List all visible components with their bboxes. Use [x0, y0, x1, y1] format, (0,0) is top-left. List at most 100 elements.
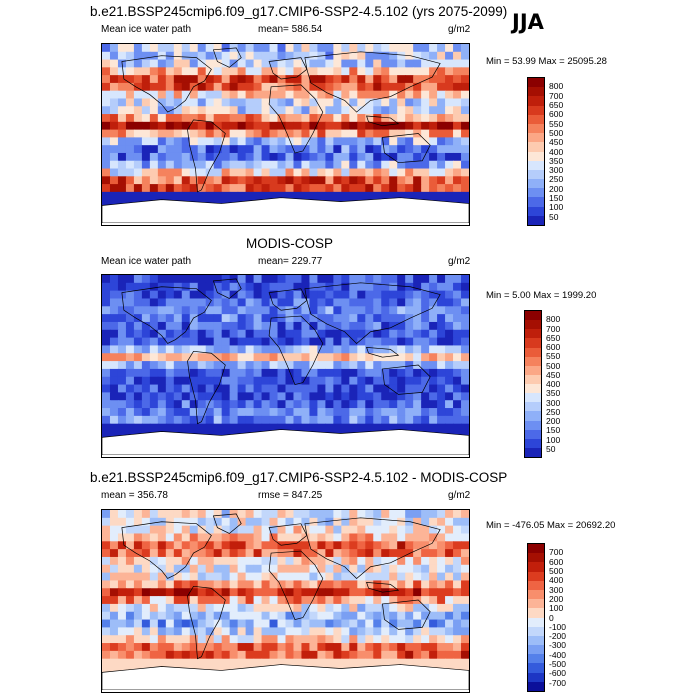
- map-grid-cell: [213, 400, 223, 409]
- map-grid-cell: [269, 306, 279, 315]
- map-grid-cell: [149, 152, 159, 162]
- map-grid-cell: [181, 596, 191, 605]
- map-grid-cell: [261, 353, 271, 362]
- map-grid-cell: [397, 619, 406, 628]
- map-grid-cell: [397, 517, 406, 527]
- map-grid-cell: [133, 67, 143, 76]
- continent-outline: [121, 286, 212, 344]
- map-grid-cell: [213, 353, 223, 362]
- map-grid-cell: [205, 176, 215, 185]
- map-grid-cell: [253, 368, 263, 378]
- map-grid-cell: [357, 376, 366, 386]
- colorbar-tick-label: 350: [549, 155, 564, 166]
- map-grid-cell: [109, 596, 119, 605]
- map-grid-cell: [277, 98, 287, 107]
- map-grid-cell: [413, 588, 422, 597]
- map-grid-cell: [333, 59, 342, 68]
- map-grid-cell: [181, 611, 191, 621]
- map-grid-cell: [453, 588, 462, 597]
- map-grid-cell: [189, 275, 199, 284]
- map-grid-cell: [141, 596, 151, 605]
- map-grid-cell: [421, 361, 430, 370]
- map-grid-cell: [413, 282, 422, 292]
- map-grid-cell: [317, 650, 326, 660]
- map-grid-cell: [229, 75, 239, 84]
- map-grid-cell: [429, 368, 438, 378]
- map-grid-cell: [309, 329, 319, 339]
- map-grid-cell: [173, 152, 183, 162]
- map-grid-cell: [397, 306, 406, 315]
- map-grid-cell: [413, 345, 422, 354]
- map-grid-cell: [349, 191, 358, 201]
- map-grid-cell: [213, 306, 223, 315]
- map-grid-cell: [373, 564, 382, 574]
- map-grid-cell: [285, 321, 295, 331]
- map-grid-cell: [453, 145, 462, 154]
- map-grid-cell: [365, 361, 374, 370]
- map-grid-cell: [213, 643, 223, 652]
- map-grid-cell: [429, 525, 438, 535]
- map-grid-cell: [213, 415, 223, 425]
- map-grid-cell: [245, 337, 255, 347]
- map-grid-cell: [341, 51, 350, 61]
- map-grid-cell: [397, 145, 406, 154]
- map-grid-cell: [437, 184, 446, 193]
- map-grid-cell: [141, 176, 151, 185]
- map-grid-cell: [253, 314, 263, 323]
- map-grid-cell: [349, 525, 358, 535]
- map-grid-cell: [437, 643, 446, 652]
- map-grid-cell: [333, 423, 342, 433]
- map-grid-cell: [341, 533, 350, 542]
- map-grid-cell: [149, 114, 159, 123]
- map-grid-cell: [397, 400, 406, 409]
- map-grid-cell: [157, 184, 167, 193]
- map-grid-cell: [173, 191, 183, 201]
- map-grid-cell: [277, 580, 287, 589]
- map-grid-cell: [325, 619, 334, 628]
- map-grid-cell: [237, 160, 247, 170]
- map-grid-cell: [213, 44, 223, 53]
- map-grid-cell: [165, 44, 175, 53]
- map-grid-cell: [341, 400, 350, 409]
- map-grid-cell: [309, 517, 319, 527]
- map-grid-cell: [293, 549, 303, 558]
- map-grid-cell: [309, 184, 319, 193]
- map-grid-cell: [237, 619, 247, 628]
- map-grid-cell: [157, 525, 167, 535]
- map-grid-cell: [237, 290, 247, 300]
- map-grid-cell: [165, 176, 175, 185]
- map-grid-cell: [102, 666, 111, 675]
- map-grid-cell: [141, 82, 151, 92]
- map-grid-cell: [349, 160, 358, 170]
- map-grid-cell: [349, 415, 358, 425]
- map-grid-cell: [293, 556, 303, 566]
- map-grid-cell: [301, 368, 311, 378]
- map-grid-cell: [277, 337, 287, 347]
- map-grid-cell: [285, 114, 295, 123]
- map-grid-cell: [389, 114, 398, 123]
- map-grid-cell: [229, 137, 239, 146]
- map-grid-cell: [445, 525, 454, 535]
- map-grid-cell: [421, 75, 430, 84]
- map-grid-cell: [325, 423, 334, 433]
- map-grid-cell: [333, 603, 342, 613]
- map-grid-cell: [341, 611, 350, 621]
- map-grid-cell: [429, 44, 438, 53]
- map-grid-cell: [109, 666, 119, 675]
- colorbar-cell: [525, 347, 541, 357]
- map-grid-cell: [461, 121, 469, 131]
- map-grid-cell: [125, 611, 135, 621]
- map-grid-cell: [389, 329, 398, 339]
- map-grid-cell: [189, 282, 199, 292]
- continent-outline: [268, 315, 324, 385]
- map-grid-cell: [309, 168, 319, 177]
- map-grid-cell: [317, 306, 326, 315]
- map-grid-cell: [102, 517, 111, 527]
- map-grid-cell: [429, 290, 438, 300]
- map-grid-cell: [333, 572, 342, 582]
- map-grid-cell: [181, 176, 191, 185]
- map-grid-cell: [293, 635, 303, 644]
- map-grid-cell: [189, 525, 199, 535]
- map-grid-cell: [293, 168, 303, 177]
- map-grid-cell: [341, 290, 350, 300]
